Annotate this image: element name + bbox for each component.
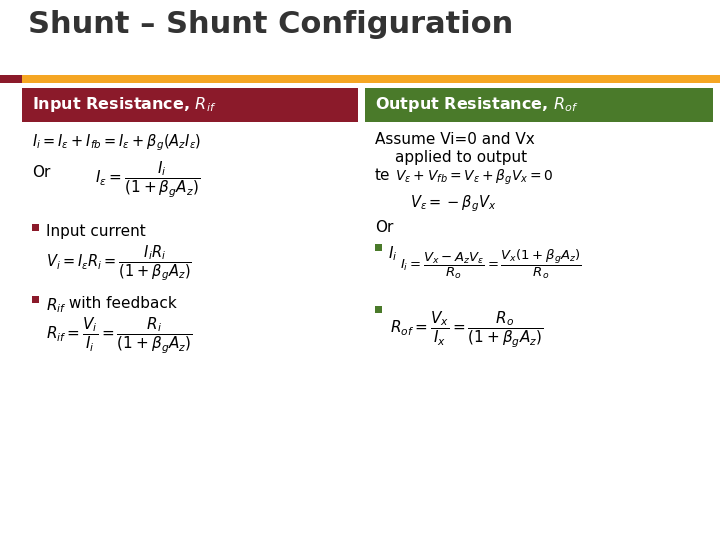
Text: $\mathit{R_{if}}$: $\mathit{R_{if}}$ — [46, 296, 67, 315]
Text: $\mathit{I_i = \dfrac{V_x - A_z V_\varepsilon}{R_o} = \dfrac{V_x(1+\beta_g A_z)}: $\mathit{I_i = \dfrac{V_x - A_z V_\varep… — [400, 248, 582, 281]
Text: Assume Vi=0 and Vx: Assume Vi=0 and Vx — [375, 132, 535, 147]
Text: $\mathit{R_{if} = \dfrac{V_i}{I_i} = \dfrac{R_i}{(1+\beta_g A_z)}}$: $\mathit{R_{if} = \dfrac{V_i}{I_i} = \df… — [46, 316, 193, 356]
Text: $\mathit{I_i}$: $\mathit{I_i}$ — [388, 244, 397, 262]
Bar — [365, 88, 713, 122]
Bar — [375, 306, 382, 313]
Text: $\mathit{V_\varepsilon = -\beta_g V_x}$: $\mathit{V_\varepsilon = -\beta_g V_x}$ — [410, 193, 496, 214]
Text: Shunt – Shunt Configuration: Shunt – Shunt Configuration — [28, 10, 513, 39]
Text: $\mathit{I_\varepsilon = \dfrac{I_i}{(1+\beta_g A_z)}}$: $\mathit{I_\varepsilon = \dfrac{I_i}{(1+… — [95, 160, 200, 200]
Bar — [32, 224, 39, 231]
Bar — [375, 244, 382, 251]
Bar — [22, 88, 358, 122]
Bar — [0, 75, 22, 83]
Text: Input current: Input current — [46, 224, 145, 239]
Text: with feedback: with feedback — [64, 296, 176, 311]
Text: $\mathit{I_i = I_\varepsilon + I_{fb} = I_\varepsilon + \beta_g(A_z I_\varepsilo: $\mathit{I_i = I_\varepsilon + I_{fb} = … — [32, 132, 202, 153]
Text: Or: Or — [375, 220, 393, 235]
Text: Or: Or — [32, 165, 50, 180]
Bar — [0, 75, 720, 83]
Bar — [32, 296, 39, 303]
Text: Input Resistance, $\mathit{R_{if}}$: Input Resistance, $\mathit{R_{if}}$ — [32, 96, 217, 114]
Text: te: te — [375, 168, 390, 183]
Text: Output Resistance, $\mathit{R_{of}}$: Output Resistance, $\mathit{R_{of}}$ — [375, 96, 578, 114]
Text: $\mathit{R_{of} = \dfrac{V_x}{I_x} = \dfrac{R_o}{(1+\beta_g A_z)}}$: $\mathit{R_{of} = \dfrac{V_x}{I_x} = \df… — [390, 310, 544, 350]
Text: $\mathit{V_i = I_\varepsilon R_i = \dfrac{I_i R_i}{(1+\beta_g A_z)}}$: $\mathit{V_i = I_\varepsilon R_i = \dfra… — [46, 243, 192, 283]
Text: applied to output: applied to output — [395, 150, 527, 165]
Text: $\mathit{V_\varepsilon + V_{fb} = V_\varepsilon + \beta_g V_x = 0}$: $\mathit{V_\varepsilon + V_{fb} = V_\var… — [395, 168, 554, 187]
